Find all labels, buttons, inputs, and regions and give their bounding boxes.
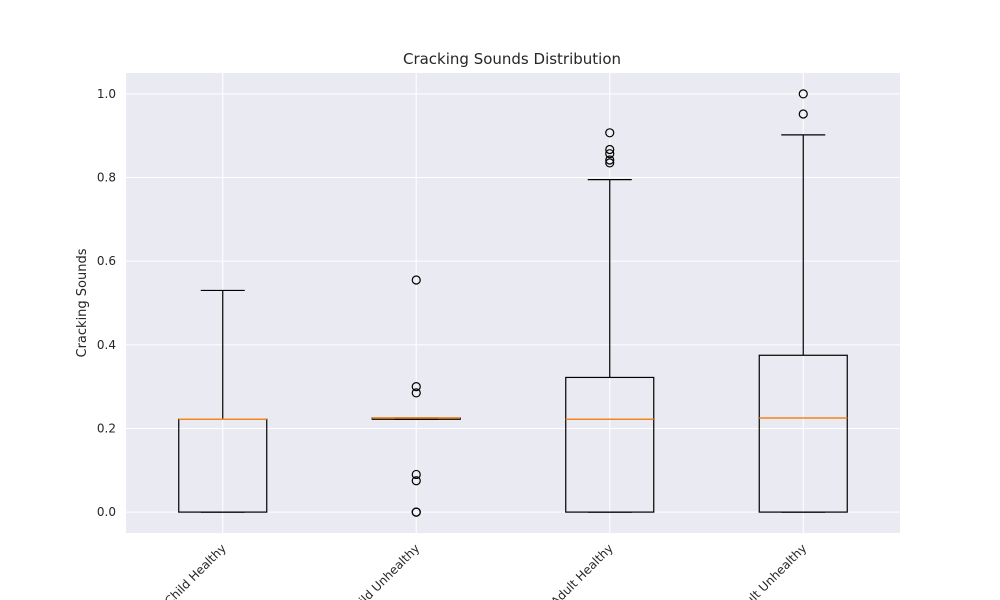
outlier-point [411, 507, 421, 517]
x-tick-label: Child Healthy [162, 541, 229, 600]
y-tick-label: 0.2 [97, 421, 116, 435]
y-tick-label: 0.0 [97, 505, 116, 519]
y-tick-labels: 0.0 0.2 0.4 0.6 0.8 1.0 [97, 87, 116, 519]
y-tick-label: 0.8 [97, 171, 116, 185]
outlier-point [605, 144, 615, 155]
x-tick-labels: Child Healthy Child Unhealthy Adult Health… [162, 541, 809, 600]
x-tick-label: Adult Unhealthy [731, 541, 809, 600]
box-4 [758, 89, 848, 513]
outlier-point [411, 476, 421, 486]
outlier-point [605, 128, 615, 138]
x-tick-label: Adult Healthy [548, 541, 616, 600]
outlier-point [605, 149, 615, 159]
y-tick-label: 0.6 [97, 254, 116, 268]
y-tick-label: 0.4 [97, 338, 116, 352]
y-tick-label: 1.0 [97, 87, 116, 101]
box-marks [178, 89, 848, 517]
outlier-point [798, 89, 808, 99]
box-1 [178, 289, 268, 513]
box-3 [565, 128, 655, 513]
outlier-point [605, 155, 615, 165]
outlier-point [411, 275, 421, 285]
plot-area [126, 73, 900, 533]
outlier-point [605, 158, 615, 168]
box-body [758, 354, 848, 513]
x-tick-label: Child Unhealthy [345, 541, 422, 600]
chart-title: Cracking Sounds Distribution [403, 50, 621, 68]
outlier-point [411, 469, 421, 480]
outlier-point [411, 388, 421, 398]
outlier-point [411, 382, 421, 392]
box-body [565, 376, 655, 513]
y-axis-label: Cracking Sounds [75, 248, 90, 357]
outlier-point [798, 109, 808, 119]
box-2 [371, 275, 461, 517]
